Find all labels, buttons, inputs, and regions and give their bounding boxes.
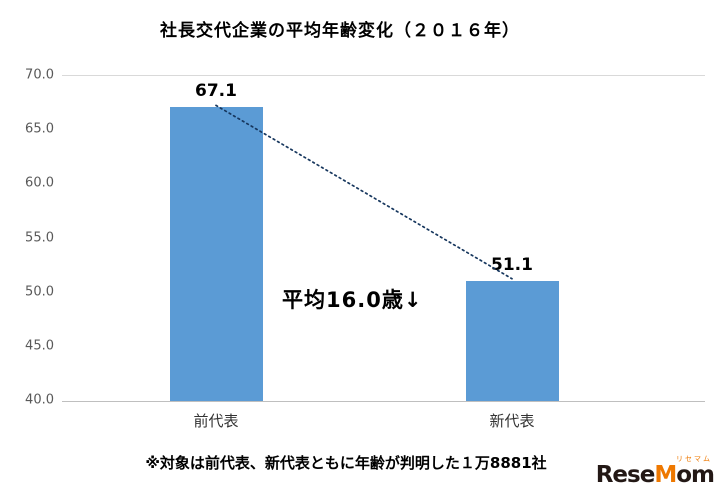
- chart-title: 社長交代企業の平均年齢変化（２０１６年）: [160, 21, 520, 41]
- bar-value-label: 67.1: [195, 81, 237, 102]
- footnote-text: ※対象は前代表、新代表ともに年齢が判明した１万8881社: [145, 454, 547, 472]
- y-axis-tick-label: 40.0: [25, 392, 54, 408]
- bar-新代表: [465, 280, 559, 401]
- plot-area: 67.1 51.1: [62, 75, 705, 402]
- y-axis-tick-label: 70.0: [25, 67, 54, 83]
- x-axis-label-新代表: 新代表: [489, 412, 535, 430]
- logo-ruby-text: リセマム: [676, 455, 712, 463]
- logo-part-m-accent: M: [654, 462, 677, 488]
- y-axis-tick-label: 60.0: [25, 175, 54, 191]
- bar-value-label: 51.1: [491, 254, 533, 275]
- bar-前代表: [169, 107, 263, 401]
- y-axis-tick-label: 65.0: [25, 121, 54, 137]
- y-axis-tick-label: 50.0: [25, 284, 54, 300]
- y-axis-tick-label: 45.0: [25, 338, 54, 354]
- logo-part-rese: Rese: [595, 462, 656, 488]
- logo-wordmark: ReseMom: [595, 462, 715, 488]
- x-axis-label-前代表: 前代表: [193, 412, 239, 430]
- average-drop-annotation: 平均16.0歳↓: [282, 288, 423, 312]
- trend-connector-line: [215, 104, 513, 280]
- resemom-logo: リセマム ReseMom: [595, 455, 715, 488]
- logo-part-om: om: [676, 462, 715, 488]
- y-axis-tick-label: 55.0: [25, 230, 54, 245]
